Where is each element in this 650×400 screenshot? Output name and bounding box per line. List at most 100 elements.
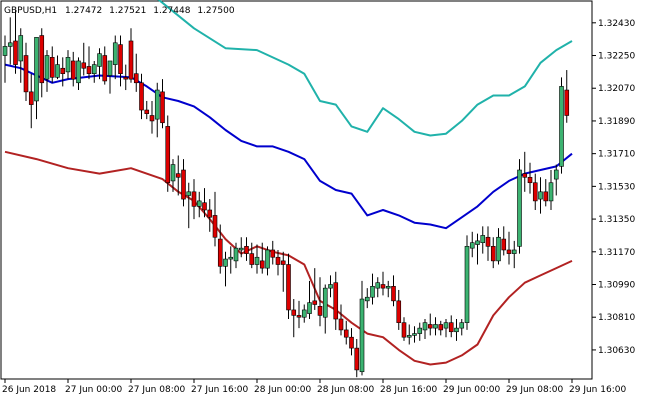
candle-body [443, 322, 449, 329]
candle-body [7, 42, 13, 47]
candle-body [396, 300, 402, 323]
time-tick-label: 28 Jun 16:00 [380, 385, 437, 395]
time-tick-label: 29 Jun 08:00 [506, 385, 563, 395]
candle-body [76, 60, 81, 84]
price-tick-label: 1.32430 [598, 19, 635, 29]
candle-body [149, 115, 155, 122]
candle-body [427, 324, 433, 329]
time-tick-label: 27 Jun 00:00 [65, 385, 122, 395]
candle-body [354, 347, 360, 371]
candle [34, 37, 39, 120]
candle-body [364, 296, 370, 302]
candle-body [160, 91, 165, 124]
candle-body [275, 256, 281, 265]
candle [343, 320, 349, 345]
candle-body [28, 91, 34, 105]
candle [97, 48, 102, 80]
candle [2, 35, 8, 83]
candle-body [207, 209, 213, 218]
candle [406, 324, 412, 345]
candle [354, 339, 360, 378]
candle [448, 315, 454, 338]
candle-body [343, 329, 349, 338]
candle-body [223, 258, 228, 267]
candle [217, 224, 223, 274]
candle [181, 159, 186, 207]
band-upper-line [157, 0, 573, 137]
price-axis: 1.32430 1.32250 1.32070 1.31890 1.31710 1.315… [592, 19, 635, 356]
candle-body [490, 246, 496, 262]
candle-body [144, 109, 150, 114]
candle-body [196, 200, 202, 207]
symbol-label: GBPUSD,H1 [4, 6, 57, 16]
candle-body [49, 57, 55, 78]
candle-body [527, 176, 533, 184]
candle [312, 268, 318, 310]
candle-body [301, 309, 307, 318]
candle [28, 73, 34, 129]
candle [207, 199, 213, 232]
candle-body [60, 67, 66, 74]
candle [170, 159, 176, 192]
candle [149, 100, 155, 134]
candle-body [338, 318, 344, 331]
candle [265, 246, 270, 276]
candle-body [238, 247, 244, 251]
candle [23, 42, 29, 101]
candle [522, 151, 528, 192]
candle-body [212, 215, 218, 238]
candle [333, 271, 339, 330]
candle [438, 320, 444, 336]
candle [160, 79, 165, 129]
candle [485, 226, 491, 261]
candle-body [181, 169, 186, 200]
candle-body [217, 238, 223, 267]
candle-body [280, 260, 286, 265]
candle-body [23, 55, 29, 93]
candle-body [517, 169, 522, 247]
time-axis: 26 Jun 2018 27 Jun 00:00 27 Jun 08:00 27 Ju… [2, 379, 626, 395]
candle [196, 191, 202, 218]
candle [427, 313, 433, 336]
candle [18, 28, 24, 83]
candle [254, 244, 260, 274]
candle [123, 64, 129, 91]
candle [275, 249, 281, 276]
time-tick-label: 27 Jun 16:00 [191, 385, 248, 395]
candle-body [559, 86, 564, 167]
candle [238, 237, 244, 258]
candle-body [406, 335, 412, 338]
candle [511, 240, 517, 269]
price-tick-label: 1.31890 [598, 117, 635, 127]
candle [469, 231, 475, 258]
candle-body [322, 287, 328, 318]
candle-body [553, 169, 559, 180]
candle-body [307, 302, 312, 314]
candle [228, 246, 234, 274]
candle [364, 288, 370, 309]
candle-body [496, 236, 501, 262]
candle-body [18, 35, 24, 62]
candle-body [454, 327, 459, 333]
candle-body [123, 77, 129, 80]
candle-body [375, 282, 381, 289]
price-tick-label: 1.30810 [598, 313, 635, 323]
candle [49, 46, 55, 83]
candle [233, 242, 239, 269]
candle-body [532, 182, 538, 202]
candle-body [291, 309, 297, 316]
candle-body [13, 40, 18, 65]
candle-body [154, 89, 160, 120]
candle-body [564, 89, 570, 116]
candle [553, 164, 559, 196]
candle-body [475, 240, 480, 245]
candle [81, 42, 87, 76]
candle-body [191, 191, 197, 207]
price-tick-label: 1.31170 [598, 248, 635, 258]
candle-body [469, 242, 475, 249]
candle [212, 191, 218, 247]
candle [548, 170, 554, 210]
candle-body [186, 191, 192, 196]
